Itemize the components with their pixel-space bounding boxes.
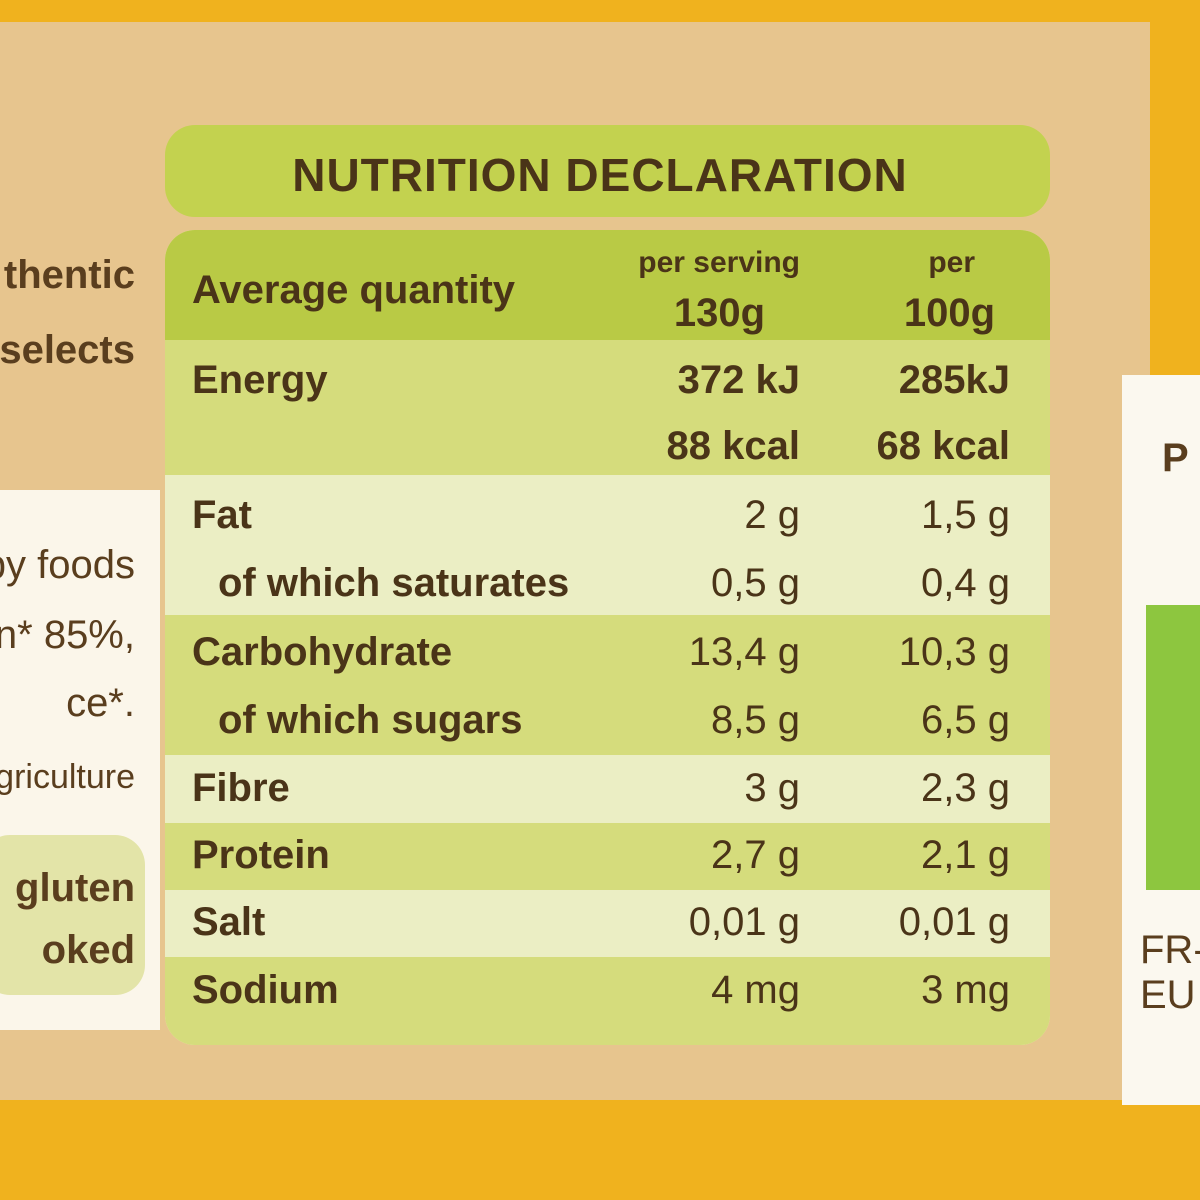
row-band xyxy=(165,755,1050,823)
header-band xyxy=(165,230,1050,340)
side-text: P xyxy=(1162,436,1189,480)
row-band xyxy=(165,340,1050,475)
row-value: 0,5 g xyxy=(711,561,800,605)
side-text: griculture xyxy=(0,758,135,796)
header-serving-2: 130g xyxy=(673,291,765,335)
row-label: Energy xyxy=(192,358,328,402)
title-bar xyxy=(165,125,1050,217)
row-value: 6,5 g xyxy=(921,698,1010,742)
side-text: ce*. xyxy=(66,681,135,725)
row-value: 0,01 g xyxy=(688,900,800,944)
row-value: 8,5 g xyxy=(711,698,800,742)
row-label: Salt xyxy=(192,900,266,944)
row-label: Carbohydrate xyxy=(192,630,453,674)
row-value: 10,3 g xyxy=(898,630,1010,674)
row-value: 0,4 g xyxy=(921,561,1010,605)
side-text: FR- xyxy=(1140,928,1200,972)
side-text: n* 85%, xyxy=(0,613,135,657)
row-value: 372 kJ xyxy=(677,358,800,402)
row-label: Sodium xyxy=(192,968,339,1012)
row-band xyxy=(165,615,1050,755)
row-value: 4 mg xyxy=(711,968,800,1012)
title: NUTRITION DECLARATION xyxy=(292,149,908,201)
row-label: of which sugars xyxy=(218,698,523,742)
side-text: thentic xyxy=(3,253,135,297)
row-value: 2,7 g xyxy=(711,833,800,877)
side-text: gluten xyxy=(15,866,135,910)
header-100g-1: per xyxy=(928,246,975,279)
header-serving-1: per serving xyxy=(638,246,800,279)
row-band xyxy=(165,957,1050,1045)
header-label: Average quantity xyxy=(192,268,516,312)
row-label: Fat xyxy=(192,493,252,537)
row-value: 285kJ xyxy=(898,358,1010,402)
header-100g-2: 100g xyxy=(903,291,995,335)
row-value: 2,1 g xyxy=(921,833,1010,877)
row-band xyxy=(165,823,1050,890)
row-label: of which saturates xyxy=(218,561,570,605)
row-value: 2 g xyxy=(744,493,800,537)
side-text: oked xyxy=(41,928,135,972)
row-value: 3 mg xyxy=(921,968,1010,1012)
side-text: selects xyxy=(0,328,135,372)
row-band xyxy=(165,890,1050,957)
row-value: 0,01 g xyxy=(898,900,1010,944)
row-value: 13,4 g xyxy=(688,630,800,674)
row-value: 3 g xyxy=(744,766,800,810)
row-label: Protein xyxy=(192,833,330,877)
row-value: 68 kcal xyxy=(876,424,1010,468)
row-label: Fibre xyxy=(192,766,290,810)
row-band xyxy=(165,475,1050,615)
green-logo-right xyxy=(1146,605,1200,890)
row-value: 1,5 g xyxy=(921,493,1010,537)
side-text: EU A xyxy=(1140,973,1200,1017)
green-badge-left xyxy=(0,835,145,995)
side-text: by foods xyxy=(0,543,135,587)
row-value: 88 kcal xyxy=(666,424,800,468)
row-value: 2,3 g xyxy=(921,766,1010,810)
